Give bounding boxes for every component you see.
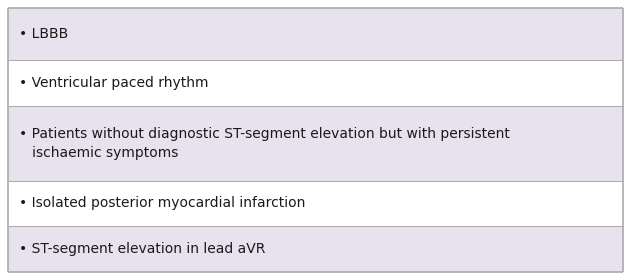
Bar [8, 181, 623, 226]
Bar [8, 8, 623, 60]
Text: • ST-segment elevation in lead aVR: • ST-segment elevation in lead aVR [20, 242, 266, 256]
Text: • Isolated posterior myocardial infarction: • Isolated posterior myocardial infarcti… [20, 196, 306, 210]
Text: • Ventricular paced rhythm: • Ventricular paced rhythm [20, 76, 209, 90]
Text: • Patients without diagnostic ST-segment elevation but with persistent
   ischae: • Patients without diagnostic ST-segment… [20, 127, 510, 160]
Bar [8, 60, 623, 106]
Bar [8, 106, 623, 181]
Bar [8, 226, 623, 272]
Text: • LBBB: • LBBB [20, 27, 69, 41]
